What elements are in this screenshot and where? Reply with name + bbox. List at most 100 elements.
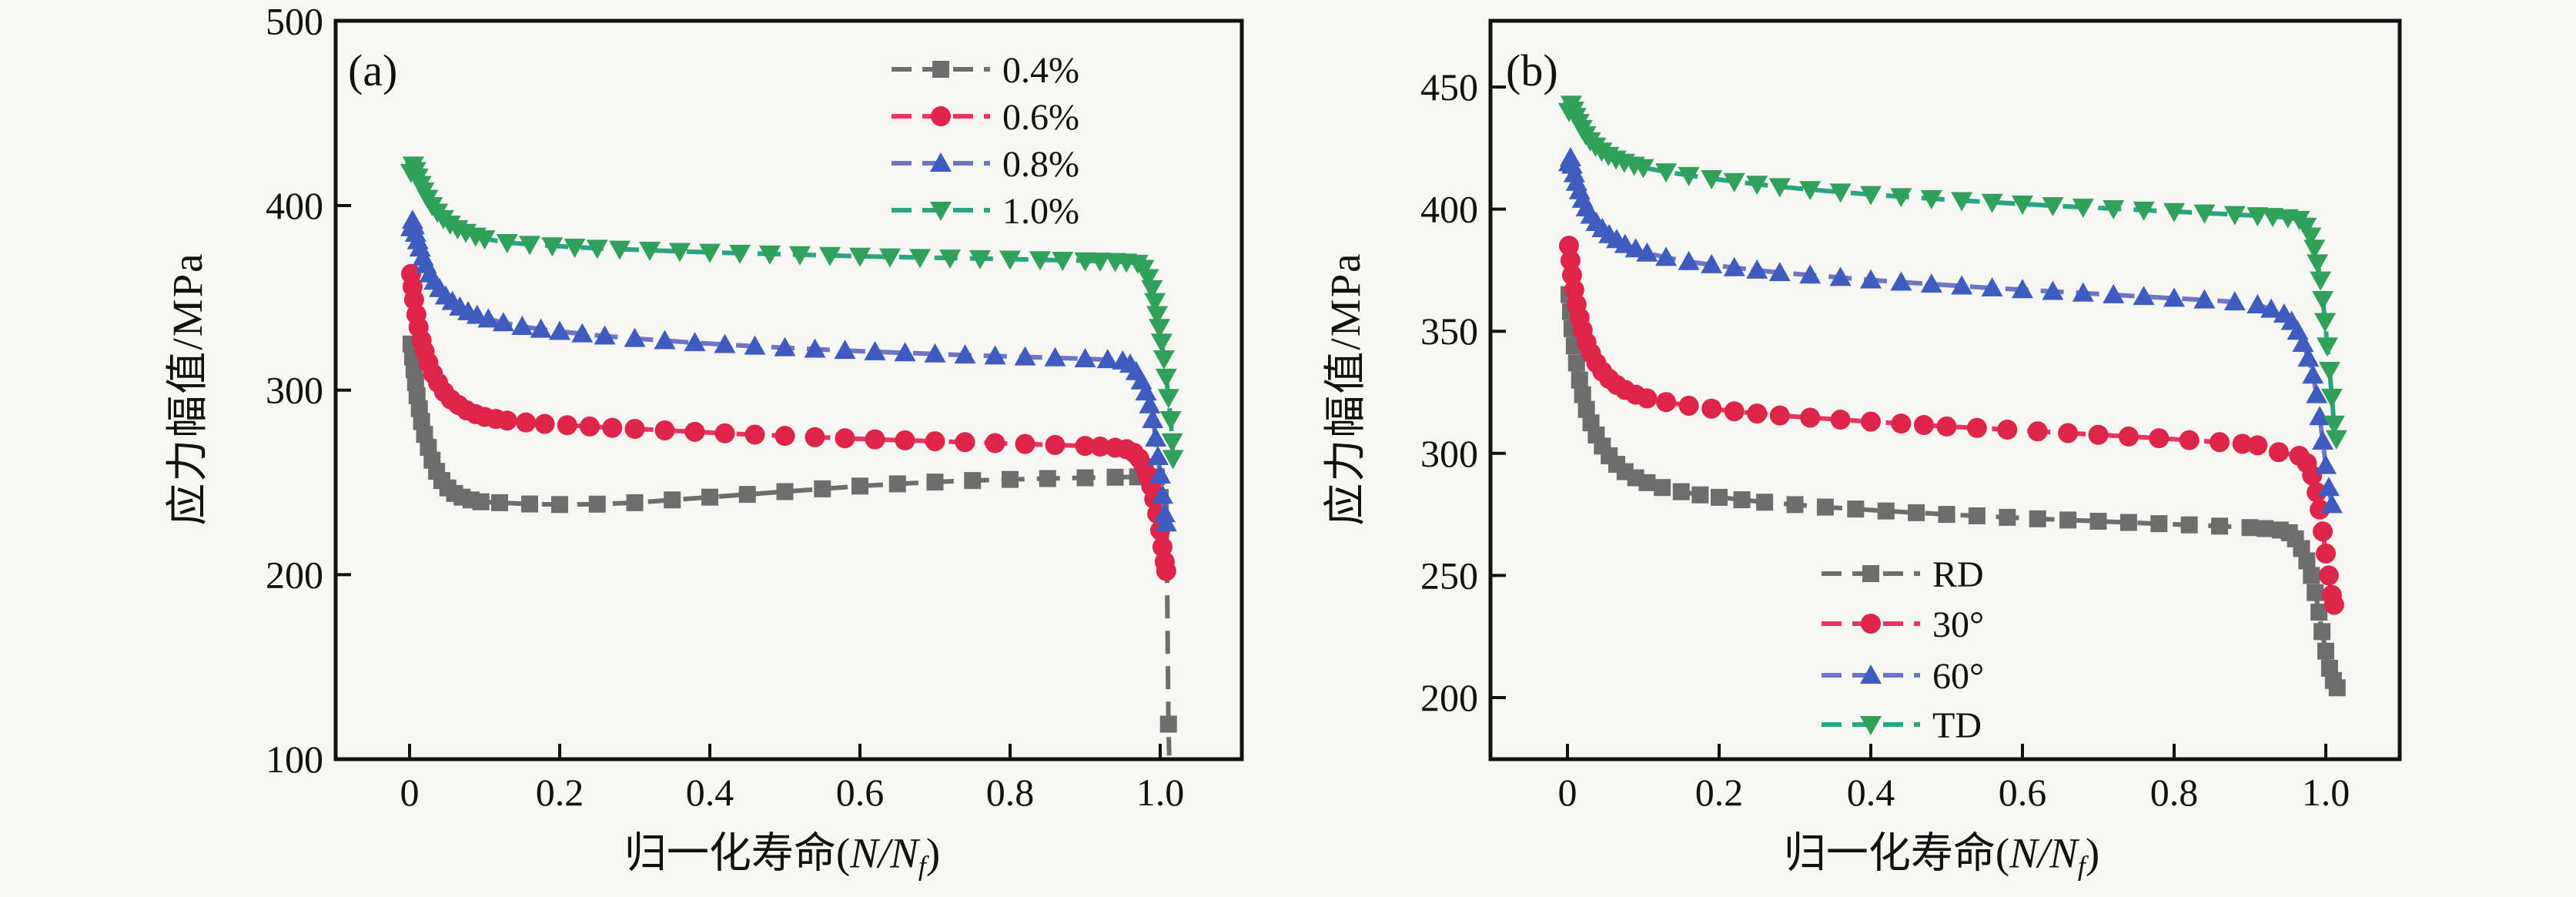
series-marker	[1951, 275, 1973, 295]
legend-item: 60°	[1822, 656, 1984, 697]
series-marker	[939, 249, 961, 269]
plot-frame	[333, 18, 1244, 761]
series-marker	[1106, 468, 1124, 486]
series-marker	[969, 249, 991, 269]
series-marker	[2223, 291, 2246, 311]
series-60°	[1557, 146, 2343, 514]
y-tick-label: 200	[1420, 676, 1478, 719]
series-marker	[2325, 430, 2347, 450]
series-marker	[2310, 499, 2330, 520]
legend-label: 0.6%	[1002, 97, 1079, 138]
series-marker	[1799, 181, 1822, 201]
series-marker	[1089, 253, 1111, 273]
series-marker	[1075, 436, 1096, 457]
x-tick-label: 1.0	[1136, 771, 1185, 814]
series-marker	[1632, 159, 1654, 179]
series-marker	[1567, 354, 1585, 372]
series-marker	[1571, 371, 1588, 389]
series-marker	[420, 438, 437, 456]
series-marker	[1746, 259, 1768, 279]
series-marker	[926, 474, 944, 491]
series-marker	[2012, 195, 2033, 215]
series-marker	[1830, 410, 1851, 430]
series-marker	[624, 327, 646, 347]
series-marker	[1768, 178, 1791, 198]
x-tick-label: 0.8	[2150, 771, 2199, 814]
series-marker	[2119, 514, 2137, 531]
series-marker	[2133, 286, 2155, 306]
series-marker	[2302, 364, 2324, 384]
series-marker	[497, 410, 517, 431]
series-marker	[1678, 395, 1699, 416]
series-marker	[2297, 347, 2320, 367]
series-marker	[2307, 482, 2327, 503]
series-marker	[2247, 435, 2268, 456]
series-marker	[1769, 405, 1790, 426]
series-marker	[2313, 623, 2331, 641]
series-marker	[1768, 262, 1791, 282]
series-line	[1567, 96, 2339, 440]
series-marker	[834, 340, 856, 360]
series-marker	[1014, 346, 1036, 366]
x-tick-label: 0.4	[686, 771, 734, 814]
legend-item: 0.6%	[892, 97, 1079, 138]
series-marker	[2316, 337, 2338, 357]
series-marker	[1153, 503, 1176, 523]
series-marker	[413, 413, 430, 430]
series-marker	[774, 426, 795, 447]
series-marker	[1877, 502, 1895, 520]
chart-panel-b: 0 0.2 0.4 0.6 0.8 1.0 200 250 300 350 400 450 RD 30° 6…	[1420, 18, 2402, 814]
series-marker	[624, 419, 645, 440]
series-marker	[1920, 189, 1942, 209]
series-marker	[1146, 306, 1169, 326]
series-marker	[1756, 494, 1774, 511]
series-marker	[984, 345, 1006, 365]
series-marker	[609, 240, 631, 260]
series-marker	[1701, 398, 1722, 419]
legend-marker	[1860, 664, 1882, 684]
series-marker	[894, 342, 916, 362]
series-marker	[2103, 199, 2125, 219]
series-marker	[744, 335, 766, 355]
x-tick-label: 0.6	[1999, 771, 2047, 814]
series-marker	[1558, 236, 1579, 256]
series-marker	[865, 429, 885, 450]
series-marker	[1908, 504, 1925, 521]
series-marker	[1656, 392, 1677, 413]
y-tick-label: 300	[266, 369, 323, 412]
legend-item: RD	[1822, 554, 1984, 595]
series-marker	[1799, 264, 1822, 284]
series-marker	[2211, 517, 2229, 535]
series-marker	[2320, 494, 2343, 514]
series-marker	[534, 413, 555, 434]
series-marker	[2309, 406, 2331, 426]
series-marker	[964, 472, 982, 490]
x-tick-label: 0	[400, 771, 420, 814]
series-marker	[1861, 411, 1881, 432]
series-marker	[1701, 253, 1723, 273]
series-marker	[879, 248, 901, 268]
legend-label: 1.0%	[1002, 191, 1079, 232]
series-marker	[1860, 269, 1882, 289]
series-marker	[2088, 424, 2109, 445]
series-marker	[1039, 470, 1056, 487]
legend-label: 0.4%	[1002, 50, 1079, 91]
series-0.4%	[402, 335, 1177, 756]
series-marker	[2193, 204, 2216, 224]
series-marker	[2257, 520, 2274, 537]
series-marker	[835, 428, 855, 449]
series-marker	[1724, 401, 1745, 422]
series-marker	[511, 316, 534, 336]
series-marker	[2163, 287, 2185, 307]
series-marker	[1951, 192, 1973, 212]
series-marker	[1564, 279, 1584, 300]
series-marker	[1560, 250, 1581, 271]
series-marker	[2058, 423, 2079, 443]
series-marker	[1577, 400, 1595, 418]
series-marker	[1920, 273, 1942, 293]
legend-label: 0.8%	[1002, 144, 1079, 185]
series-marker	[1678, 250, 1700, 270]
series-marker	[888, 475, 906, 493]
y-tick-label: 500	[266, 0, 323, 42]
